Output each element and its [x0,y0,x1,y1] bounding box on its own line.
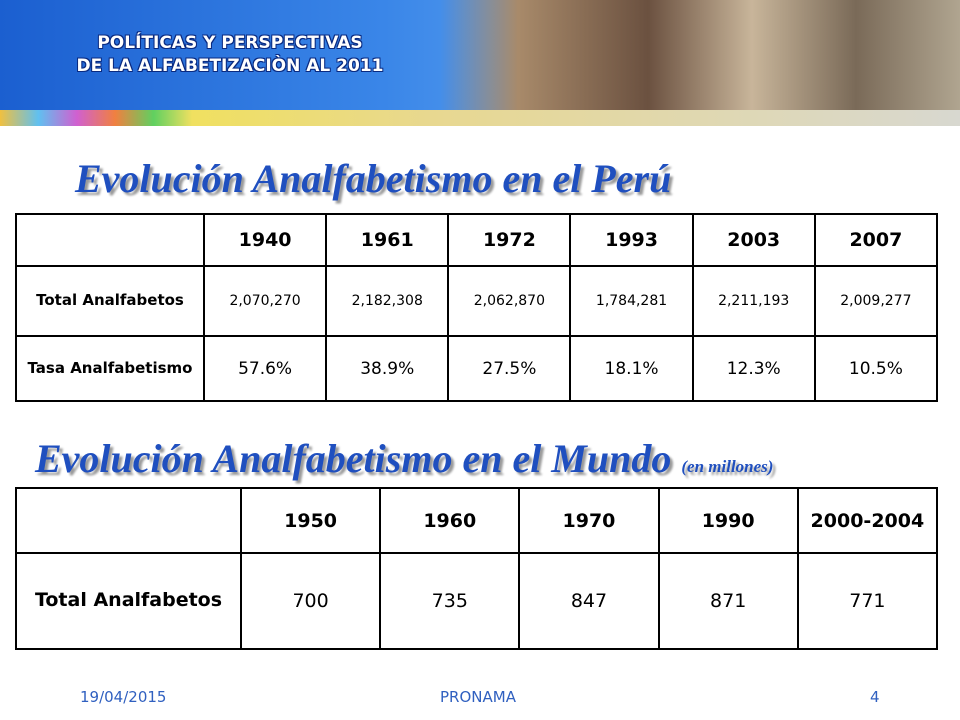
column-header: 2000-2004 [796,487,939,554]
cell: 2,182,308 [325,265,450,337]
peru-table: 1940 1961 1972 1993 2003 2007 Total Analfabeto… [15,213,939,402]
column-header: 1961 [325,213,450,267]
data-row: Tasa Analfabetismo 57.6% 38.9% 27.5% 18.1% 12… [15,335,939,402]
header-title: POLÍTICAS Y PERSPECTIVAS [97,33,363,53]
footer-page: 4 [870,688,880,706]
column-header: 1972 [447,213,572,267]
title-text: Evolución Analfabetismo en el Mundo [35,436,672,481]
world-table: 1950 1960 1970 1990 2000-2004 Total Analfabet… [15,487,939,650]
header-photo [440,0,960,110]
header-title: DE LA ALFABETIZACIÒN AL 2011 [76,56,384,76]
cell: 57.6% [202,335,328,402]
cell: 771 [796,552,939,650]
cell: 2,062,870 [447,265,572,337]
column-header: 1970 [518,487,660,554]
cell: 871 [657,552,799,650]
header-row: 1940 1961 1972 1993 2003 2007 [15,213,939,267]
column-header: 1950 [239,487,382,554]
corner-cell [15,213,205,267]
data-row: Total Analfabetos 2,070,270 2,182,308 2,062… [15,265,939,337]
row-label: Total Analfabetos [15,265,205,337]
section-title: Evolución Analfabetismo en el Perú [75,156,672,201]
cell: 735 [379,552,521,650]
cell: 2,211,193 [691,265,816,337]
cell: 847 [518,552,660,650]
column-header: 1993 [569,213,694,267]
cell: 10.5% [813,335,939,402]
header-row: 1950 1960 1970 1990 2000-2004 [15,487,939,554]
footer-org: PRONAMA [440,688,516,706]
section-title: Evolución Analfabetismo en el Mundo (en … [35,435,773,482]
column-header: 2003 [691,213,816,267]
footer-date: 19/04/2015 [80,688,167,706]
cell: 12.3% [691,335,816,402]
column-header: 1940 [202,213,328,267]
cell: 18.1% [569,335,694,402]
cell: 700 [239,552,382,650]
column-header: 1960 [379,487,521,554]
title-subtitle: (en millones) [681,457,774,476]
cell: 2,009,277 [813,265,939,337]
data-row: Total Analfabetos 700 735 847 871 771 [15,552,939,650]
row-label: Tasa Analfabetismo [15,335,205,402]
color-strip [0,110,960,126]
cell: 1,784,281 [569,265,694,337]
column-header: 1990 [657,487,799,554]
corner-cell [15,487,242,554]
cell: 38.9% [325,335,450,402]
column-header: 2007 [813,213,939,267]
row-label: Total Analfabetos [15,552,242,650]
cell: 2,070,270 [202,265,328,337]
cell: 27.5% [447,335,572,402]
